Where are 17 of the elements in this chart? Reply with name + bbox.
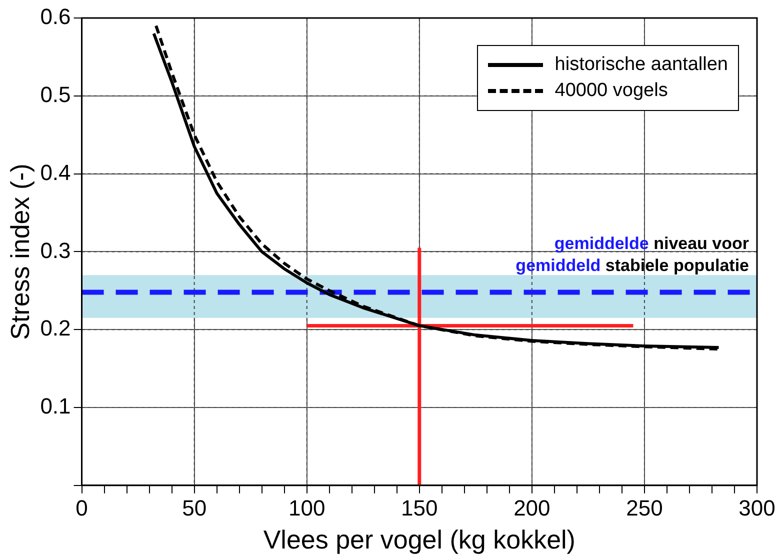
- x-tick-label: 150: [401, 496, 438, 521]
- y-tick-label: 0.5: [40, 82, 71, 107]
- legend-label: historische aantallen: [554, 54, 728, 76]
- x-tick-label: 100: [288, 496, 326, 521]
- legend-label: 40000 vogels: [554, 80, 668, 102]
- x-tick-label: 50: [182, 496, 207, 521]
- x-tick-label: 300: [738, 496, 776, 521]
- y-tick-label: 0.4: [40, 160, 71, 185]
- x-tick-label: 250: [626, 496, 663, 521]
- y-tick-label: 0.6: [40, 4, 71, 30]
- x-axis-title: Vlees per vogel (kg kokkel): [263, 524, 576, 555]
- x-tick-label: 200: [514, 496, 550, 521]
- x-tick-label: 0: [76, 496, 88, 521]
- y-tick-label: 0.2: [40, 316, 71, 341]
- y-tick-label: 0.3: [40, 238, 71, 263]
- y-axis-title: Stress index (-): [4, 164, 35, 340]
- y-tick-label: 0.1: [40, 394, 71, 419]
